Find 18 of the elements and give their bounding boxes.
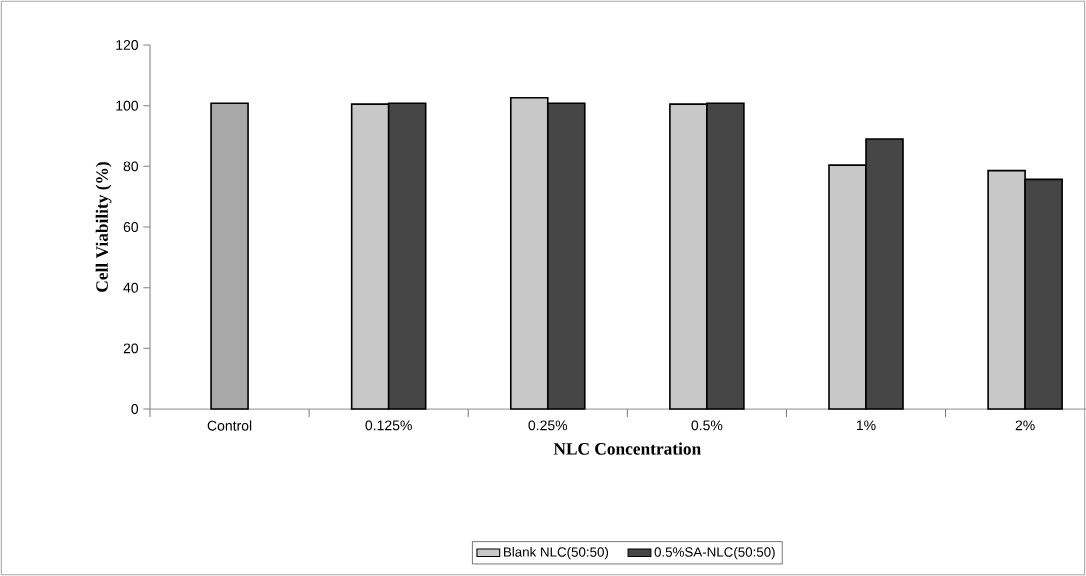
y-tick-label: 120 <box>116 40 139 50</box>
x-tick-label: 0.125% <box>365 420 412 431</box>
y-axis-title: Cell Viability (%) <box>95 162 112 292</box>
x-tick-label: Control <box>207 420 252 431</box>
legend-label: Blank NLC(50:50) <box>504 546 609 560</box>
y-tick-label: 40 <box>123 282 139 293</box>
x-tick-label: 1% <box>856 420 876 431</box>
legend-label: 0.5%SA-NLC(50:50) <box>654 546 775 560</box>
y-tick-label: 60 <box>123 222 139 232</box>
y-tick-label: 20 <box>123 343 139 354</box>
x-tick-label: 2% <box>1015 420 1035 431</box>
x-axis-title: NLC Concentration <box>553 442 701 455</box>
x-tick-label: 0.25% <box>528 420 568 431</box>
y-tick-label: 100 <box>116 100 139 111</box>
y-tick-label: 80 <box>123 161 139 172</box>
x-tick-label: 0.5% <box>691 420 723 431</box>
y-tick-label: 0 <box>131 404 139 414</box>
bar <box>210 102 249 410</box>
